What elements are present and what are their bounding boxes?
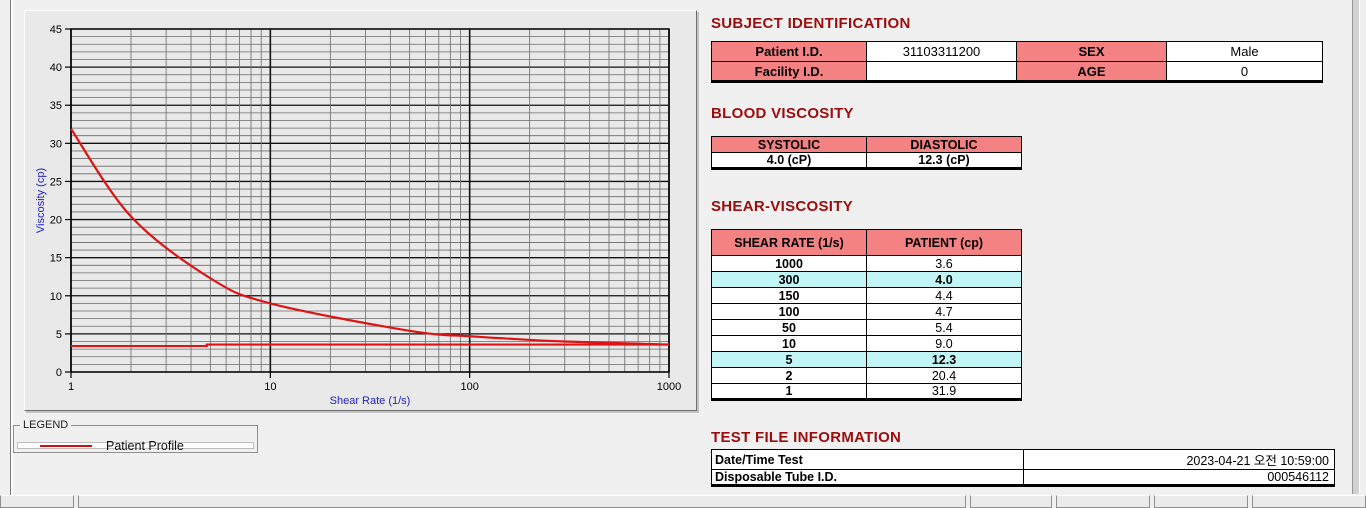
svg-text:25: 25 bbox=[50, 176, 62, 188]
blood-value: 12.3 (cP) bbox=[866, 152, 1022, 169]
viscosity-chart-panel: 0 5 10 15 20 25 30 35 40 45 1 10 100 1000 Shear Rate (… bbox=[24, 10, 697, 411]
shear-rate-value: 10 bbox=[711, 335, 867, 352]
patient-viscosity-value: 20.4 bbox=[866, 367, 1022, 384]
patient-profile-line-swatch bbox=[40, 444, 92, 447]
subject-label: Patient I.D. bbox=[711, 41, 867, 62]
table-header-row: SHEAR RATE (1/s) PATIENT (cp) bbox=[711, 229, 1022, 256]
patient-viscosity-value: 4.4 bbox=[866, 287, 1022, 304]
window-right-groove bbox=[1352, 0, 1360, 494]
svg-text:Shear Rate (1/s): Shear Rate (1/s) bbox=[330, 395, 411, 407]
shear-header: PATIENT (cp) bbox=[866, 229, 1022, 256]
bottom-panel-segment[interactable] bbox=[1252, 495, 1366, 508]
legend-inner: Patient Profile bbox=[17, 439, 254, 453]
table-row: 2 20.4 bbox=[711, 367, 1022, 384]
legend-entry-label: Patient Profile bbox=[106, 438, 184, 453]
svg-text:20: 20 bbox=[50, 215, 62, 227]
table-row: Disposable Tube I.D. 000546112 bbox=[711, 469, 1335, 486]
blood-viscosity-table: SYSTOLIC DIASTOLIC 4.0 (cP) 12.3 (cP) bbox=[711, 136, 1022, 170]
testfile-value: 2023-04-21 오전 10:59:00 bbox=[1023, 449, 1335, 470]
svg-text:5: 5 bbox=[56, 329, 62, 341]
viscosity-chart: 0 5 10 15 20 25 30 35 40 45 1 10 100 1000 Shear Rate (… bbox=[35, 24, 681, 407]
bottom-button-strip bbox=[0, 494, 1366, 508]
legend-title: LEGEND bbox=[23, 419, 69, 431]
shear-rate-value: 50 bbox=[711, 319, 867, 336]
legend-box: LEGEND Patient Profile bbox=[13, 419, 258, 453]
window-left-border bbox=[10, 0, 11, 508]
bottom-panel-segment[interactable] bbox=[78, 495, 966, 508]
bottom-panel-segment[interactable] bbox=[1154, 495, 1248, 508]
testfile-label: Date/Time Test bbox=[711, 449, 1024, 470]
patient-viscosity-value: 31.9 bbox=[866, 383, 1022, 400]
patient-viscosity-value: 5.4 bbox=[866, 319, 1022, 336]
table-row: 5 12.3 bbox=[711, 351, 1022, 368]
table-row: 50 5.4 bbox=[711, 319, 1022, 336]
window-left-highlight bbox=[11, 0, 13, 508]
subject-label: AGE bbox=[1016, 61, 1167, 82]
table-row: 4.0 (cP) 12.3 (cP) bbox=[711, 152, 1022, 169]
patient-viscosity-value: 9.0 bbox=[866, 335, 1022, 352]
shear-viscosity-title: SHEAR-VISCOSITY bbox=[711, 198, 854, 215]
subject-identification-table: Patient I.D. 31103311200 SEX Male Facility I… bbox=[711, 41, 1323, 83]
patient-viscosity-value: 3.6 bbox=[866, 255, 1022, 272]
shear-viscosity-table: SHEAR RATE (1/s) PATIENT (cp) 1000 3.6 300 4.… bbox=[711, 229, 1022, 401]
svg-text:1: 1 bbox=[68, 381, 74, 393]
subject-label: Facility I.D. bbox=[711, 61, 867, 82]
patient-viscosity-value: 4.7 bbox=[866, 303, 1022, 320]
table-row: 150 4.4 bbox=[711, 287, 1022, 304]
table-row: Date/Time Test 2023-04-21 오전 10:59:00 bbox=[711, 449, 1335, 470]
table-row: 1000 3.6 bbox=[711, 255, 1022, 272]
subject-value: Male bbox=[1166, 41, 1323, 62]
subject-label: SEX bbox=[1016, 41, 1167, 62]
table-row: 10 9.0 bbox=[711, 335, 1022, 352]
blood-value: 4.0 (cP) bbox=[711, 152, 867, 169]
testfile-label: Disposable Tube I.D. bbox=[711, 469, 1024, 486]
svg-text:35: 35 bbox=[50, 100, 62, 112]
shear-header: SHEAR RATE (1/s) bbox=[711, 229, 867, 256]
table-row: Facility I.D. AGE 0 bbox=[711, 61, 1323, 82]
svg-text:Viscosity (cp): Viscosity (cp) bbox=[35, 168, 47, 233]
shear-rate-value: 5 bbox=[711, 351, 867, 368]
patient-viscosity-value: 4.0 bbox=[866, 271, 1022, 288]
test-file-information-table: Date/Time Test 2023-04-21 오전 10:59:00 Disp… bbox=[711, 449, 1335, 487]
blood-header: SYSTOLIC bbox=[711, 136, 867, 153]
shear-rate-value: 150 bbox=[711, 287, 867, 304]
table-row: 300 4.0 bbox=[711, 271, 1022, 288]
bottom-panel-segment[interactable] bbox=[970, 495, 1052, 508]
table-row: 100 4.7 bbox=[711, 303, 1022, 320]
subject-value: 31103311200 bbox=[866, 41, 1017, 62]
svg-text:30: 30 bbox=[50, 138, 62, 150]
bottom-panel-segment[interactable] bbox=[1056, 495, 1150, 508]
svg-text:1000: 1000 bbox=[657, 381, 681, 393]
svg-text:15: 15 bbox=[50, 253, 62, 265]
svg-text:45: 45 bbox=[50, 24, 62, 36]
subject-value bbox=[866, 61, 1017, 82]
svg-text:40: 40 bbox=[50, 62, 62, 74]
svg-text:10: 10 bbox=[50, 291, 62, 303]
shear-rate-value: 300 bbox=[711, 271, 867, 288]
table-header-row: SYSTOLIC DIASTOLIC bbox=[711, 136, 1022, 153]
table-row: 1 31.9 bbox=[711, 383, 1022, 400]
shear-rate-value: 2 bbox=[711, 367, 867, 384]
table-row: Patient I.D. 31103311200 SEX Male bbox=[711, 41, 1323, 62]
test-file-information-title: TEST FILE INFORMATION bbox=[711, 429, 902, 446]
bottom-panel-segment[interactable] bbox=[0, 495, 74, 508]
subject-value: 0 bbox=[1166, 61, 1323, 82]
shear-rate-value: 100 bbox=[711, 303, 867, 320]
shear-rate-value: 1000 bbox=[711, 255, 867, 272]
blood-viscosity-title: BLOOD VISCOSITY bbox=[711, 105, 854, 122]
blood-header: DIASTOLIC bbox=[866, 136, 1022, 153]
subject-identification-title: SUBJECT IDENTIFICATION bbox=[711, 15, 911, 32]
shear-rate-value: 1 bbox=[711, 383, 867, 400]
svg-text:10: 10 bbox=[264, 381, 276, 393]
testfile-value: 000546112 bbox=[1023, 469, 1335, 486]
svg-text:0: 0 bbox=[56, 367, 62, 379]
svg-text:100: 100 bbox=[460, 381, 478, 393]
patient-viscosity-value: 12.3 bbox=[866, 351, 1022, 368]
